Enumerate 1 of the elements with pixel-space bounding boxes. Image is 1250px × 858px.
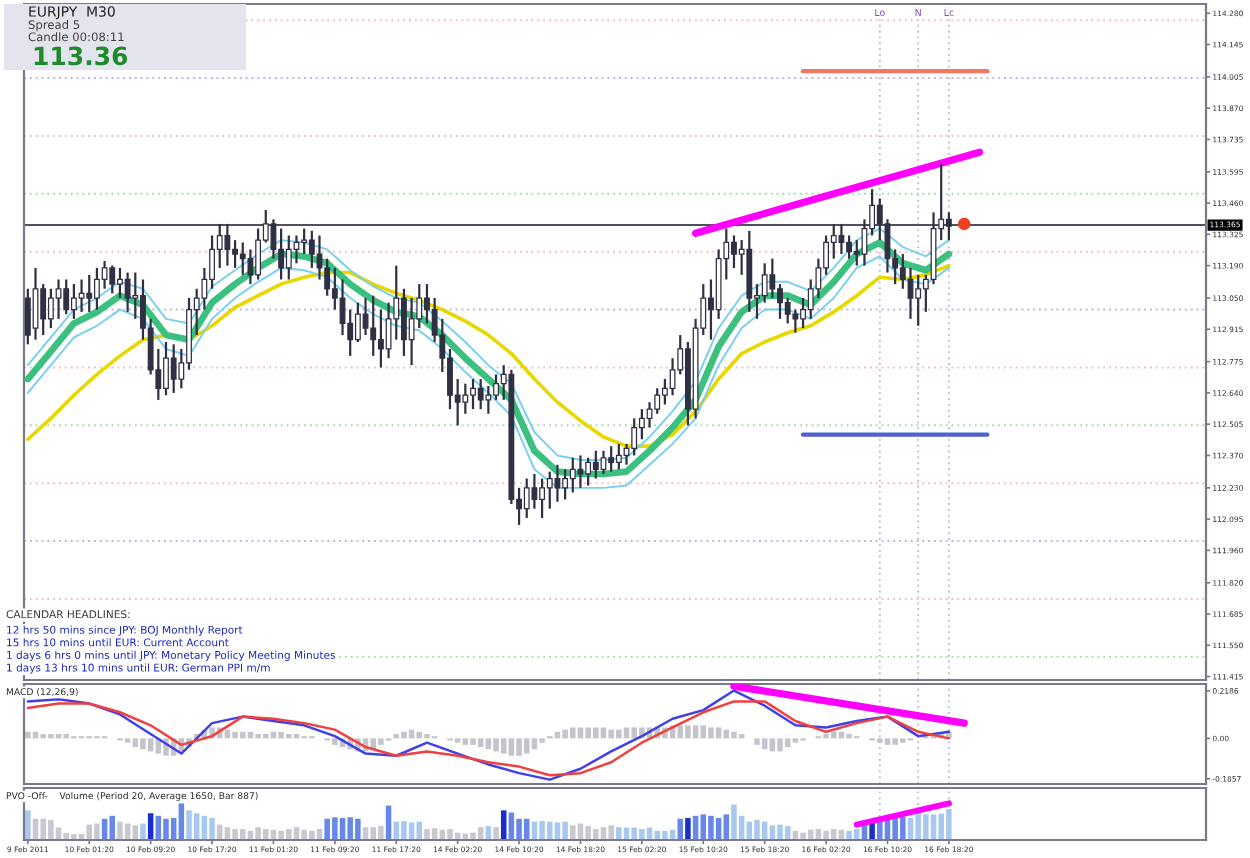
annotation: 113.36	[34, 46, 128, 66]
